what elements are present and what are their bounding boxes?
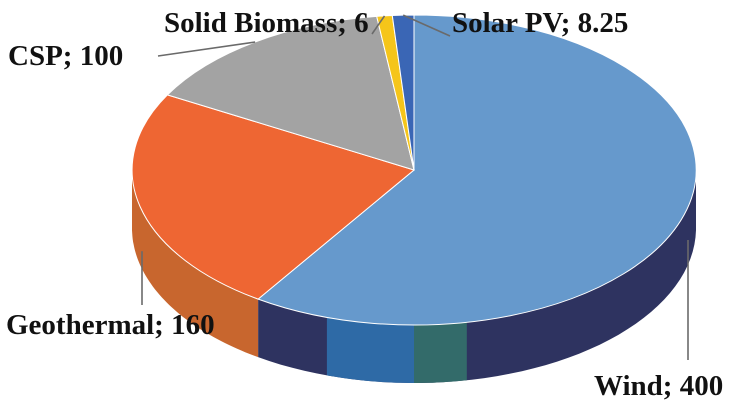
leader-line-solar-pv (402, 14, 451, 37)
label-solar-pv: Solar PV; 8.25 (452, 7, 628, 39)
pie-top-faces (131, 14, 697, 326)
leader-line-solid-biomass (371, 15, 386, 35)
pie-slice-csp (166, 15, 415, 171)
pie-side-walls (132, 172, 696, 383)
leader-line-csp (157, 41, 256, 57)
label-geothermal: Geothermal; 160 (6, 309, 215, 341)
pie-side-shade-0 (326, 317, 414, 383)
pie-side-shade-1 (414, 322, 467, 383)
label-solid-biomass: Solid Biomass; 6 (164, 7, 369, 39)
pie-slice-wind (257, 14, 697, 326)
pie-slice-solar-pv (391, 14, 415, 171)
label-wind: Wind; 400 (594, 370, 723, 402)
pie-slice-geothermal (131, 94, 416, 300)
label-csp: CSP; 100 (8, 40, 123, 72)
slice-labels: Solid Biomass; 6 Solar PV; 8.25 CSP; 100… (6, 7, 723, 402)
pie-side-geothermal (132, 172, 259, 358)
leader-lines (141, 14, 689, 360)
